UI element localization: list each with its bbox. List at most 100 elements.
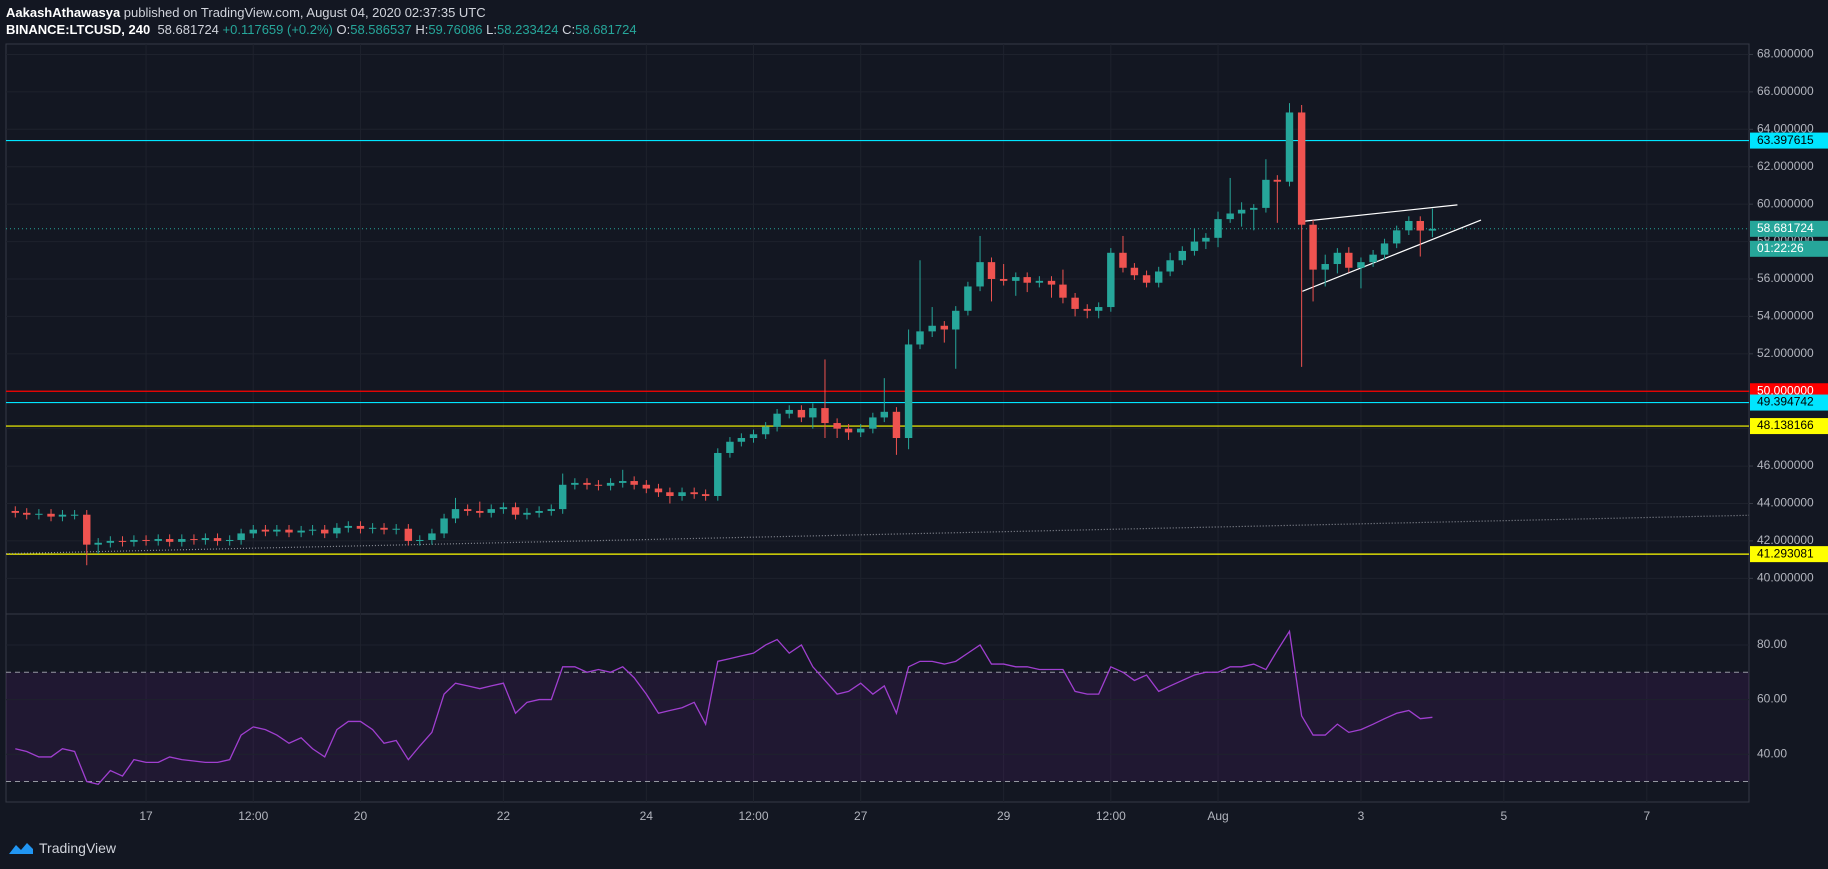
logo-shape [9, 843, 33, 854]
candle-body [368, 527, 377, 529]
candle-body [1130, 267, 1139, 276]
candle-body [571, 482, 579, 485]
candle-body [249, 529, 257, 534]
candle-body [1202, 237, 1210, 242]
candle-body [83, 514, 91, 545]
candle-body [1297, 112, 1306, 225]
candle-body [1345, 252, 1353, 268]
candle-body [654, 488, 663, 493]
candle-body [1237, 209, 1246, 214]
candle-body [178, 539, 186, 542]
candle-body [344, 525, 353, 528]
candle-body [1357, 262, 1365, 268]
candle-body [773, 413, 781, 427]
candle-body [690, 492, 698, 495]
candle-body [678, 492, 686, 497]
rsi-tick-label: 60.00 [1757, 692, 1787, 706]
level-label: 50.000000 [1757, 383, 1814, 397]
header-line-1: AakashAthawasya published on TradingView… [6, 4, 637, 21]
candle-body [1047, 280, 1056, 285]
candle-body [1178, 250, 1187, 261]
candle-body [547, 509, 555, 511]
candle-body [1071, 297, 1079, 309]
y-tick-label: 42.000000 [1757, 533, 1814, 547]
y-tick-label: 68.000000 [1757, 47, 1814, 61]
y-tick-label: 64.000000 [1757, 121, 1814, 135]
logo [9, 843, 33, 854]
candle-body [928, 325, 936, 332]
l-label: L: [486, 22, 498, 37]
candle-body [165, 539, 174, 542]
candle-body [1309, 224, 1317, 270]
header: AakashAthawasya published on TradingView… [6, 4, 637, 38]
level-label: 49.394742 [1757, 395, 1814, 409]
candle-body [904, 344, 913, 439]
candle-body [535, 510, 543, 513]
candle-body [1166, 260, 1174, 272]
countdown-box [1750, 240, 1828, 257]
candle-body [737, 438, 746, 442]
candle-body [451, 509, 460, 519]
candle-body [1059, 284, 1067, 298]
level-label-box [1750, 546, 1828, 563]
y-tick-label: 44.000000 [1757, 496, 1814, 510]
candle-body [1226, 213, 1234, 220]
candle-body [333, 527, 341, 534]
candle-body [606, 482, 615, 486]
x-tick-label: 5 [1501, 809, 1508, 823]
candle-body [47, 513, 55, 517]
candle-body [237, 533, 245, 540]
candle-body [463, 509, 472, 511]
candle-body [976, 262, 984, 287]
candle-body [321, 529, 329, 534]
author: AakashAthawasya [6, 5, 121, 20]
x-tick-label: 27 [854, 809, 868, 823]
x-tick-label: 12:00 [738, 809, 768, 823]
y-tick-label: 54.000000 [1757, 309, 1814, 323]
level-label-box [1750, 132, 1828, 149]
rsi-band [6, 672, 1749, 782]
candle-body [94, 542, 102, 545]
candle-body [892, 411, 901, 439]
y-tick-label: 46.000000 [1757, 458, 1814, 472]
candle-body [833, 423, 841, 429]
y-tick-label: 66.000000 [1757, 84, 1814, 98]
x-tick-label: 22 [497, 809, 511, 823]
candle-body [487, 509, 495, 513]
candle-body [416, 539, 424, 541]
candle-body [916, 331, 924, 345]
candle-body [749, 434, 758, 439]
candle-body [23, 512, 31, 515]
c-value: 58.681724 [575, 22, 637, 37]
candle-body [190, 539, 198, 541]
trendline [1302, 204, 1458, 222]
candle-body [1392, 230, 1401, 244]
candle-body [476, 510, 484, 513]
last-price: 58.681724 [157, 22, 219, 37]
candle-body [499, 507, 508, 510]
x-tick-label: 24 [640, 809, 654, 823]
symbol: BINANCE:LTCUSD, 240 [6, 22, 151, 37]
candle-body [1333, 252, 1342, 265]
candle-body [619, 481, 627, 483]
candle-body [987, 262, 996, 279]
candle-body [130, 539, 138, 542]
candle-body [201, 538, 210, 540]
candle-body [1119, 252, 1127, 268]
candle-body [880, 411, 889, 418]
candle-body [225, 539, 234, 541]
x-tick-label: 7 [1643, 809, 1650, 823]
candle-body [761, 426, 770, 435]
candle-body [844, 428, 853, 433]
y-tick-label: 56.000000 [1757, 271, 1814, 285]
o-value: 58.586537 [350, 22, 412, 37]
candle-body [1369, 254, 1377, 263]
candle-body [273, 529, 281, 532]
trendline [5, 514, 1750, 555]
candle-body [869, 417, 877, 429]
candle-body [1262, 179, 1270, 208]
candle-body [821, 408, 829, 424]
candle-body [1190, 241, 1199, 251]
candle-body [1083, 308, 1091, 311]
